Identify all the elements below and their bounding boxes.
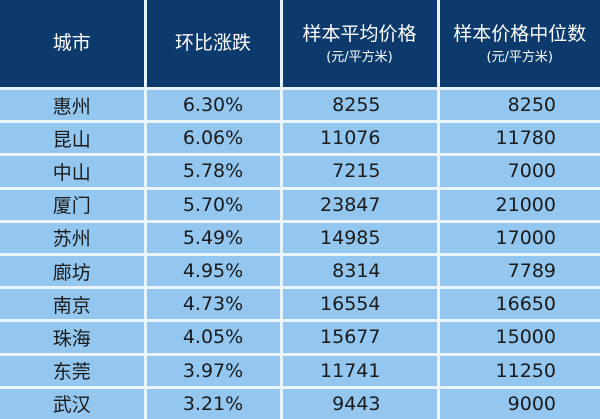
table-row: 廊坊 4.95% 8314 7789 [0,252,600,288]
header-median-price: 样本价格中位数 (元/平方米) [436,0,600,90]
change-cell: 3.97% [143,352,281,388]
median-price-cell: 11780 [436,120,600,155]
header-unit: (元/平方米) [326,50,393,65]
header-avg-price: 样本平均价格 (元/平方米) [279,0,438,90]
avg-price-cell: 9443 [279,385,438,419]
change-cell: 5.78% [143,153,281,189]
city-cell: 苏州 [0,219,145,255]
city-cell: 珠海 [0,319,145,354]
median-price-cell: 8250 [436,86,600,122]
avg-price-cell: 11741 [279,352,438,388]
median-price-cell: 11250 [436,352,600,388]
city-cell: 南京 [0,286,145,321]
change-cell: 3.21% [143,385,281,419]
header-label: 城市 [52,32,91,55]
change-cell: 6.06% [143,120,281,155]
table-row: 武汉 3.21% 9443 9000 [0,385,600,419]
city-cell: 惠州 [0,86,145,122]
header-label: 样本价格中位数 [453,22,587,45]
median-price-cell: 9000 [436,385,600,419]
city-cell: 武汉 [0,385,145,419]
avg-price-cell: 7215 [279,153,438,189]
avg-price-cell: 8255 [279,86,438,122]
median-price-cell: 17000 [436,219,600,255]
table-row: 惠州 6.30% 8255 8250 [0,86,600,122]
change-cell: 6.30% [143,86,281,122]
header-change: 环比涨跌 [143,0,281,90]
median-price-cell: 21000 [436,186,600,222]
change-cell: 4.73% [143,286,281,321]
table-row: 苏州 5.49% 14985 17000 [0,219,600,255]
median-price-cell: 15000 [436,319,600,354]
city-cell: 厦门 [0,186,145,222]
median-price-cell: 7000 [436,153,600,189]
header-label: 环比涨跌 [174,32,251,55]
header-label: 样本平均价格 [302,22,417,45]
header-city: 城市 [0,0,145,90]
table-row: 厦门 5.70% 23847 21000 [0,186,600,222]
table-row: 南京 4.73% 16554 16650 [0,286,600,321]
header-unit: (元/平方米) [486,50,554,65]
city-cell: 东莞 [0,352,145,388]
change-cell: 4.05% [143,319,281,354]
city-cell: 昆山 [0,120,145,155]
change-cell: 5.70% [143,186,281,222]
avg-price-cell: 15677 [279,319,438,354]
table-row: 东莞 3.97% 11741 11250 [0,352,600,388]
avg-price-cell: 8314 [279,252,438,288]
median-price-cell: 16650 [436,286,600,321]
avg-price-cell: 11076 [279,120,438,155]
avg-price-cell: 16554 [279,286,438,321]
table-row: 珠海 4.05% 15677 15000 [0,319,600,354]
header-row: 城市 环比涨跌 样本平均价格 (元/平方米) 样本价格中位数 (元/平方米) [0,0,600,90]
city-cell: 中山 [0,153,145,189]
city-cell: 廊坊 [0,252,145,288]
table-row: 中山 5.78% 7215 7000 [0,153,600,189]
table-row: 昆山 6.06% 11076 11780 [0,120,600,155]
avg-price-cell: 23847 [279,186,438,222]
change-cell: 4.95% [143,252,281,288]
median-price-cell: 7789 [436,252,600,288]
avg-price-cell: 14985 [279,219,438,255]
change-cell: 5.49% [143,219,281,255]
